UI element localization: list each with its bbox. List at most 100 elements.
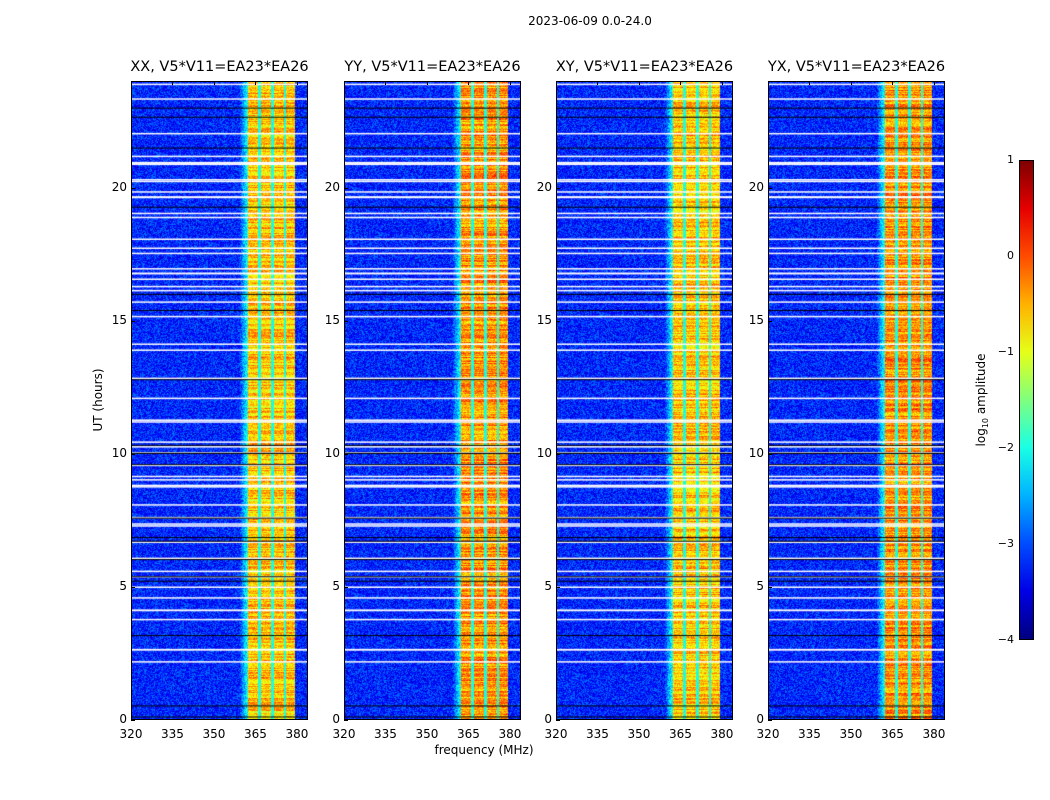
y-tick-label: 5 (544, 578, 552, 593)
y-tick-label: 10 (536, 445, 552, 460)
colorbar-tick-label: −3 (997, 537, 1014, 550)
colorbar-tick-label: −4 (997, 633, 1014, 646)
y-tick-mark (131, 586, 135, 588)
x-tick-mark (509, 81, 511, 85)
x-tick-mark (255, 81, 257, 85)
x-tick-mark (296, 81, 298, 85)
x-tick-mark (468, 81, 470, 85)
heatmap-image (556, 81, 733, 720)
y-tick-label: 15 (324, 312, 340, 327)
x-tick-label: 335 (586, 727, 609, 741)
colorbar-tick-label: 1 (1007, 153, 1014, 166)
y-tick-label: 20 (748, 179, 764, 194)
y-tick-mark (131, 187, 135, 189)
y-tick-mark (556, 187, 560, 189)
plot-frame (768, 81, 945, 720)
y-tick-label: 20 (324, 179, 340, 194)
x-tick-mark (850, 81, 852, 85)
heatmap-panel-4: YX, V5*V11=EA23*EA26 320 335 350 365 380 0 5 10 1… (749, 59, 946, 741)
y-tick-mark (556, 453, 560, 455)
y-tick-label: 10 (111, 445, 127, 460)
x-tick-label: 320 (332, 727, 356, 741)
y-tick-mark (768, 453, 772, 455)
x-tick-mark (721, 81, 723, 85)
colorbar-label: log10 amplitude (973, 353, 991, 447)
panel-title: XY, V5*V11=EA23*EA26 (555, 59, 734, 75)
x-tick-label: 335 (161, 727, 184, 741)
x-tick-label: 365 (881, 727, 904, 741)
x-tick-label: 380 (922, 727, 946, 741)
x-tick-label: 380 (285, 727, 309, 741)
heatmap-image (768, 81, 945, 720)
y-tick-label: 5 (332, 578, 340, 593)
x-tick-label: 365 (669, 727, 692, 741)
panel-title: YX, V5*V11=EA23*EA26 (767, 59, 946, 75)
y-tick-mark (344, 320, 348, 322)
y-tick-label: 20 (111, 179, 127, 194)
panel-title: YY, V5*V11=EA23*EA26 (344, 59, 521, 75)
figure-title: 2023-06-09 0.0-24.0 (528, 14, 652, 28)
x-tick-label: 380 (498, 727, 522, 741)
x-tick-mark (426, 81, 428, 85)
x-tick-mark (933, 81, 935, 85)
colorbar-tick-label: −1 (997, 345, 1014, 358)
x-tick-label: 365 (457, 727, 480, 741)
colorbar (1019, 160, 1034, 640)
x-tick-label: 320 (119, 727, 143, 741)
y-tick-label: 10 (748, 445, 764, 460)
plot-frame (556, 81, 733, 720)
colorbar-tick-label: 0 (1007, 249, 1014, 262)
x-tick-label: 320 (756, 727, 780, 741)
y-tick-label: 0 (756, 712, 764, 726)
x-tick-label: 335 (374, 727, 397, 741)
x-tick-label: 350 (839, 727, 863, 741)
y-tick-label: 15 (748, 312, 764, 327)
x-tick-mark (809, 81, 811, 85)
y-tick-label: 0 (332, 712, 340, 726)
plot-frame (131, 81, 308, 720)
y-tick-mark (556, 586, 560, 588)
x-tick-label: 335 (798, 727, 821, 741)
x-tick-mark (556, 81, 557, 85)
colorbar-tick-label: −2 (997, 441, 1014, 454)
y-tick-mark (344, 720, 348, 721)
x-tick-mark (385, 81, 387, 85)
y-tick-label: 0 (544, 712, 552, 726)
y-tick-label: 10 (324, 445, 340, 460)
y-tick-mark (344, 187, 348, 189)
x-tick-mark (892, 81, 894, 85)
y-tick-mark (768, 320, 772, 322)
y-tick-mark (131, 320, 135, 322)
heatmap-panel-2: YY, V5*V11=EA23*EA26 320 335 350 365 380 0 5 10 1… (325, 59, 522, 741)
x-tick-label: 350 (415, 727, 439, 741)
y-tick-label: 5 (756, 578, 764, 593)
y-tick-mark (131, 720, 135, 721)
x-tick-label: 350 (202, 727, 226, 741)
y-tick-label: 15 (111, 312, 127, 327)
y-tick-mark (556, 320, 560, 322)
heatmap-panel-1: XX, V5*V11=EA23*EA26 320 335 350 365 380 0 5 10 1… (112, 59, 309, 741)
heatmap-image (344, 81, 521, 720)
heatmap-image (131, 81, 308, 720)
y-tick-mark (768, 720, 772, 721)
y-tick-mark (768, 586, 772, 588)
y-tick-mark (556, 720, 560, 721)
x-axis-label: frequency (MHz) (434, 743, 534, 757)
y-tick-mark (768, 187, 772, 189)
x-tick-label: 365 (244, 727, 267, 741)
heatmap-panel-3: XY, V5*V11=EA23*EA26 320 335 350 365 380 0 5 10 1… (537, 59, 734, 741)
y-tick-mark (131, 453, 135, 455)
x-tick-mark (131, 81, 132, 85)
x-tick-mark (597, 81, 599, 85)
panel-title: XX, V5*V11=EA23*EA26 (130, 59, 309, 75)
x-tick-mark (638, 81, 640, 85)
x-tick-label: 380 (710, 727, 734, 741)
y-tick-mark (344, 586, 348, 588)
x-tick-label: 320 (544, 727, 568, 741)
y-tick-label: 0 (119, 712, 127, 726)
x-tick-mark (213, 81, 215, 85)
plot-frame (344, 81, 521, 720)
x-tick-mark (680, 81, 682, 85)
y-tick-mark (344, 453, 348, 455)
y-tick-label: 5 (119, 578, 127, 593)
